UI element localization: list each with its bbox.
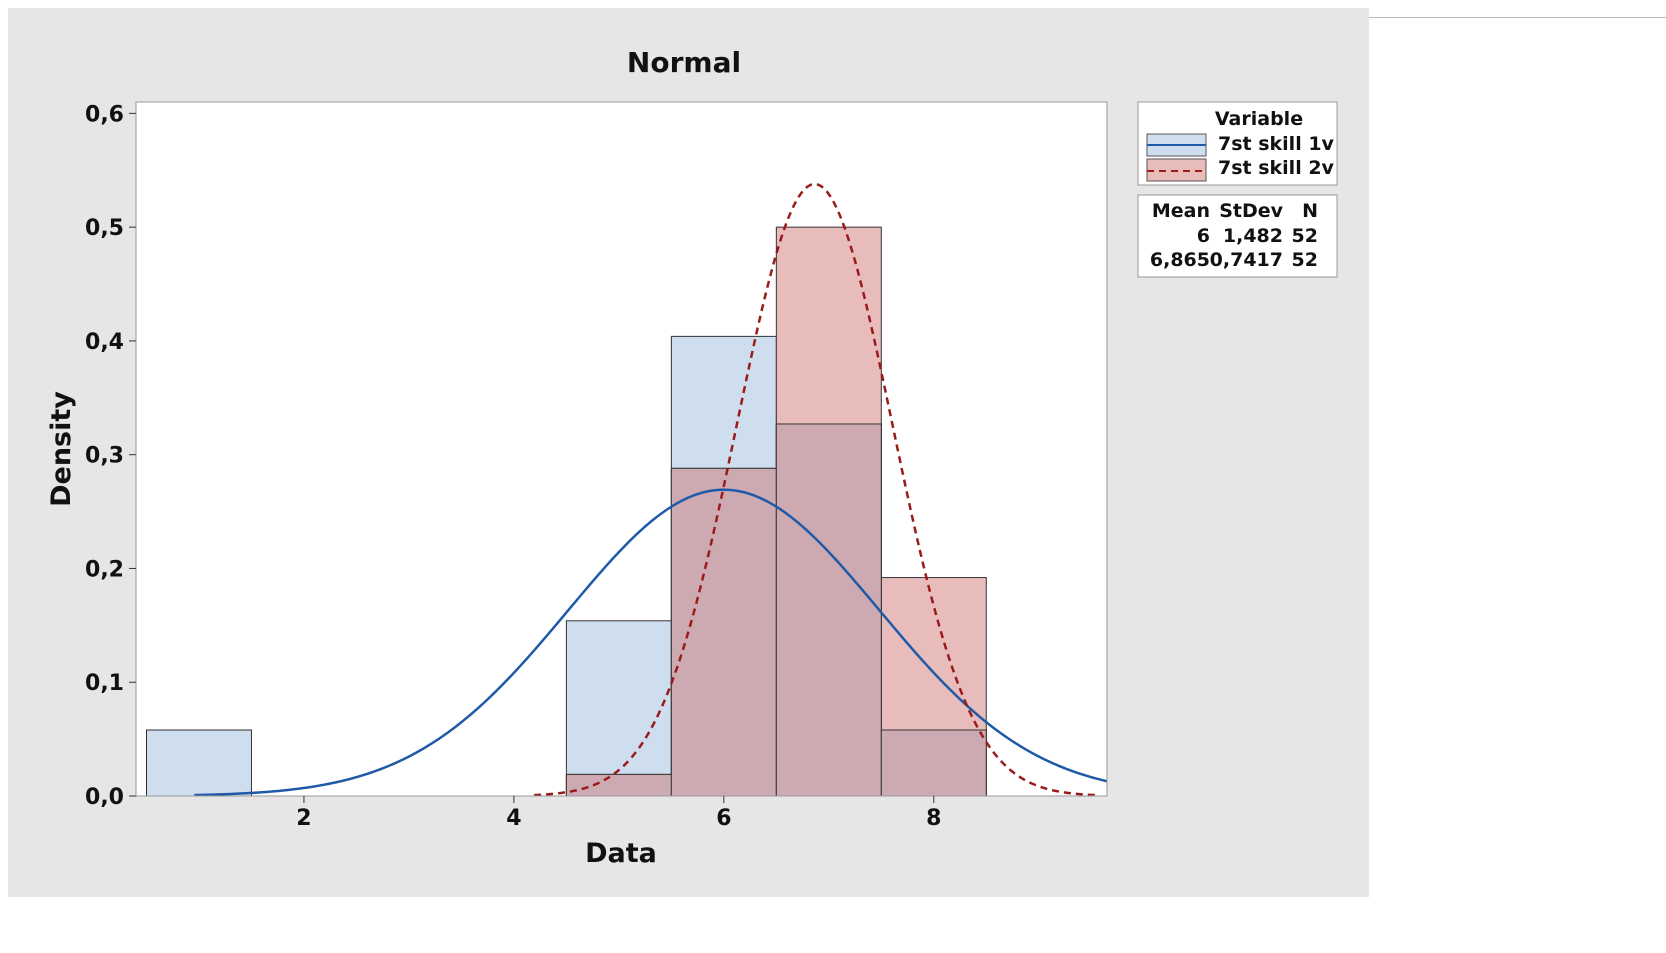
density-curve [194, 488, 1108, 797]
x-tick-label: 6 [716, 806, 731, 831]
y-tick-label: 0,2 [85, 557, 124, 582]
density-curve [534, 182, 1095, 797]
plot-border [135, 101, 1108, 797]
histogram-bar-overlap [565, 773, 672, 797]
y-tick-label: 0,6 [85, 102, 124, 127]
stats-mean-series-1: 6 [1197, 225, 1210, 247]
stats-table: Mean StDev N 6 1,482 52 6,865 0,7417 52 [1137, 194, 1338, 278]
stats-box [1137, 194, 1338, 278]
histogram-bar [565, 620, 672, 797]
x-axis-title: Data [585, 838, 657, 869]
y-tick-label: 0,0 [85, 785, 124, 810]
stats-header-mean: Mean [1152, 200, 1210, 222]
y-tick-label: 0,4 [85, 330, 124, 355]
y-tick-label: 0,5 [85, 216, 124, 241]
x-tick-label: 8 [926, 806, 941, 831]
histogram-bar [145, 729, 252, 797]
legend-label-series-1: 7st skill 1v [1218, 133, 1335, 155]
stats-stdev-series-1: 1,482 [1223, 225, 1283, 247]
stats-n-series-2: 52 [1292, 249, 1318, 271]
legend-label-series-2: 7st skill 2v [1218, 157, 1335, 179]
stats-header-stdev: StDev [1219, 200, 1283, 222]
divider-line [1369, 17, 1666, 18]
y-tick-label: 0,1 [85, 671, 124, 696]
stats-mean-series-2: 6,865 [1150, 249, 1210, 271]
y-axis-title: Density [46, 391, 77, 507]
x-tick-label: 2 [296, 806, 311, 831]
chart-title: Normal [627, 46, 741, 79]
stats-n-series-1: 52 [1292, 225, 1318, 247]
histogram-bar-overlap [775, 423, 882, 797]
stats-header-n: N [1302, 200, 1318, 222]
stats-stdev-series-2: 0,7417 [1210, 249, 1283, 271]
legend-title: Variable [1215, 108, 1303, 130]
x-tick-label: 4 [506, 806, 521, 831]
histogram-bar-overlap [880, 729, 987, 797]
y-tick-label: 0,3 [85, 444, 124, 469]
legend: Variable 7st skill 1v 7st skill 2v [1137, 101, 1338, 186]
